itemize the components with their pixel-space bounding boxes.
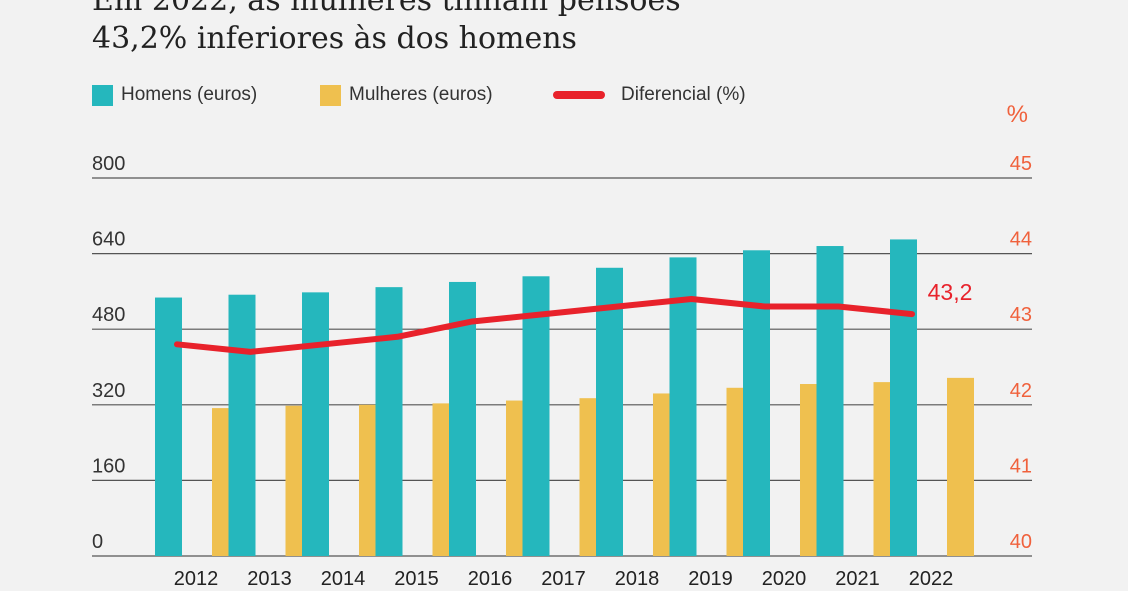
x-tick-label-2022: 2022 [909, 568, 954, 590]
legend-swatch-mulheres [320, 84, 341, 106]
x-tick-label-2015: 2015 [394, 568, 439, 590]
chart-title: Em 2022, as mulheres tinham pensões 43,2… [92, 0, 1092, 58]
left-tick-label-320: 320 [92, 380, 125, 402]
bar-homens-2018 [596, 267, 623, 556]
x-tick-label-2018: 2018 [615, 568, 660, 590]
right-tick-label-40: 40 [1010, 531, 1032, 553]
bar-homens-2021 [816, 246, 844, 557]
x-tick-label-2012: 2012 [174, 568, 219, 590]
left-tick-label-480: 480 [92, 304, 125, 326]
legend-label-diferencial: Diferencial (%) [621, 84, 746, 105]
legend-label-mulheres: Mulheres (euros) [349, 84, 493, 105]
chart-title-line-1: Em 2022, as mulheres tinham pensões [92, 0, 681, 18]
x-tick-label-2021: 2021 [835, 568, 880, 590]
left-tick-label-800: 800 [92, 153, 125, 175]
legend-item-mulheres: Mulheres (euros) [320, 84, 493, 106]
bar-mulheres-2022 [947, 377, 974, 556]
right-axis-label: % [1007, 101, 1028, 128]
bar-homens-2014 [302, 292, 329, 556]
chart-title-line-2: 43,2% inferiores às dos homens [92, 21, 577, 56]
x-tick-label-2020: 2020 [762, 568, 807, 590]
right-tick-label-45: 45 [1010, 153, 1032, 175]
bar-homens-2019 [669, 257, 697, 556]
x-tick-label-2017: 2017 [541, 568, 586, 590]
legend-label-homens: Homens (euros) [121, 84, 258, 105]
right-tick-label-42: 42 [1010, 380, 1032, 402]
bar-homens-2013 [228, 294, 256, 556]
right-tick-label-44: 44 [1010, 229, 1032, 251]
legend-swatch-homens [92, 84, 113, 106]
left-tick-label-640: 640 [92, 229, 125, 251]
bar-homens-2020 [743, 250, 770, 557]
x-tick-label-2019: 2019 [688, 568, 733, 590]
bar-homens-2015 [375, 287, 403, 556]
right-tick-label-41: 41 [1010, 455, 1032, 477]
x-tick-label-2014: 2014 [321, 568, 366, 590]
legend-item-homens: Homens (euros) [92, 84, 257, 106]
right-tick-label-43: 43 [1010, 304, 1032, 326]
x-tick-label-2013: 2013 [247, 568, 292, 590]
bar-homens-2017 [522, 276, 550, 556]
line-diferencial [174, 295, 915, 355]
legend-item-diferencial: Diferencial (%) [553, 84, 746, 106]
x-tick-label-2016: 2016 [468, 568, 513, 590]
legend-swatch-diferencial [553, 91, 605, 99]
left-tick-label-160: 160 [92, 455, 125, 477]
bar-homens-2012 [155, 297, 182, 556]
bar-homens-2022 [890, 239, 917, 557]
annotation-2022: 43,2 [928, 279, 973, 305]
left-tick-label-0: 0 [92, 531, 103, 553]
